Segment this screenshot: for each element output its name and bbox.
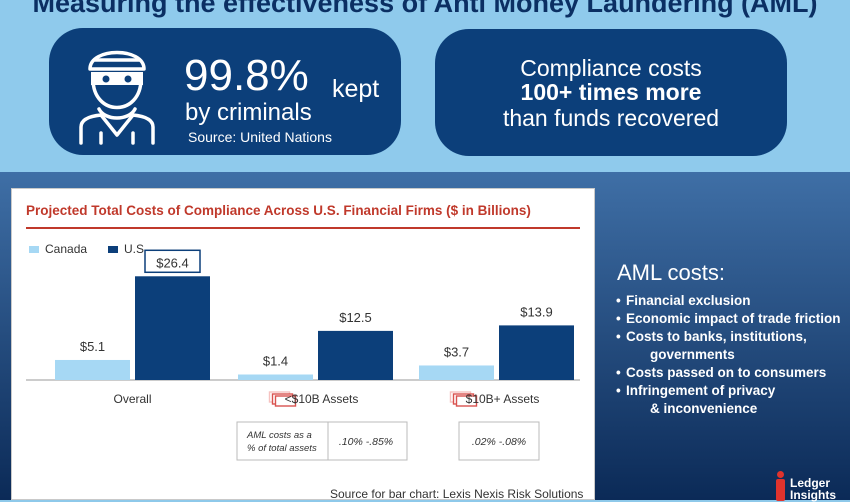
- aml-cost-text-cont: governments: [650, 347, 735, 362]
- stat-source: Source: United Nations: [188, 129, 332, 145]
- bar-us: [499, 325, 574, 380]
- chart-title: Projected Total Costs of Compliance Acro…: [26, 203, 531, 218]
- data-label: $13.9: [520, 304, 553, 319]
- money-icon: [274, 395, 297, 407]
- chart-panel: Projected Total Costs of Compliance Acro…: [11, 188, 595, 500]
- aml-cost-text: Economic impact of trade friction: [626, 311, 841, 326]
- table-value: .10% -.85%: [339, 436, 393, 448]
- aml-cost-text: Infringement of privacy: [626, 383, 776, 398]
- headline: Measuring the effectiveness of Anti Mone…: [32, 0, 818, 18]
- criminals-stat-card: 99.8% kept by criminals Source: United N…: [49, 28, 401, 155]
- aml-cost-item: Economic impact of trade friction: [616, 310, 841, 328]
- data-label: $26.4: [156, 255, 189, 270]
- aml-costs-title: AML costs:: [617, 260, 725, 285]
- bar-us: [135, 276, 210, 380]
- data-label: $12.5: [339, 310, 372, 325]
- money-icon: [455, 395, 478, 407]
- compliance-stat-card: Compliance costs 100+ times more than fu…: [435, 29, 787, 156]
- aml-cost-item: Financial exclusion: [616, 292, 841, 310]
- aml-cost-item: Costs to banks, institutions, governments: [616, 328, 841, 364]
- stat-suffix: kept: [332, 75, 380, 103]
- aml-cost-item: Costs passed on to consumers: [616, 364, 841, 382]
- aml-cost-text: Costs passed on to consumers: [626, 365, 827, 380]
- table-cell-box: [236, 421, 408, 461]
- aml-cost-text: Costs to banks, institutions,: [626, 329, 807, 344]
- logo-text: Ledger Insights: [790, 477, 850, 501]
- logo-mark: [776, 479, 785, 501]
- title-divider: [26, 227, 580, 229]
- compliance-line-3: than funds recovered: [502, 105, 720, 131]
- bar-canada: [419, 365, 494, 380]
- stat-value: 99.8%: [184, 51, 309, 100]
- chart-source: Source for bar chart: Lexis Nexis Risk S…: [330, 487, 584, 501]
- table-cell-box: [458, 421, 540, 461]
- top-banner: Measuring the effectiveness of Anti Mone…: [0, 0, 850, 172]
- aml-cost-item: Infringement of privacy & inconvenience: [616, 382, 841, 418]
- highlight-box: [144, 249, 201, 274]
- table-row-label: % of total assets: [247, 443, 317, 454]
- logo-line-1: Ledger: [790, 476, 831, 490]
- bar-chart: $5.1 $26.4 Overall $1.4 $12.5 <$10B Assets $3.…: [26, 249, 580, 461]
- aml-cost-text: Financial exclusion: [626, 293, 751, 308]
- compliance-line-1: Compliance costs: [520, 55, 702, 81]
- bar-canada: [238, 374, 313, 380]
- legend-swatch-us: [108, 246, 118, 254]
- legend-us: U.S.: [108, 242, 147, 256]
- aml-costs-list: Financial exclusion Economic impact of t…: [616, 292, 841, 418]
- stat-subtitle: by criminals: [185, 99, 312, 126]
- category-label: <$10B Assets: [285, 392, 359, 406]
- logo-dot: [777, 471, 784, 478]
- aml-cost-text-cont: & inconvenience: [650, 401, 758, 416]
- table-value: .02% -.08%: [472, 436, 526, 448]
- masked-criminal-icon: [79, 50, 155, 145]
- legend-swatch-canada: [29, 246, 39, 254]
- data-label: $1.4: [263, 354, 288, 369]
- data-label: $3.7: [444, 344, 469, 359]
- logo-line-2: Insights: [790, 488, 837, 502]
- bar-us: [318, 330, 393, 380]
- legend-label-canada: Canada: [45, 242, 88, 256]
- category-label: Overall: [113, 392, 151, 406]
- bar-canada: [55, 359, 130, 380]
- legend-label-us: U.S.: [124, 242, 148, 256]
- category-label: $10B+ Assets: [466, 392, 540, 406]
- data-label: $5.1: [80, 339, 105, 354]
- compliance-line-2: 100+ times more: [520, 79, 702, 105]
- legend-canada: Canada: [29, 242, 87, 256]
- table-row-label: AML costs as a: [246, 430, 312, 441]
